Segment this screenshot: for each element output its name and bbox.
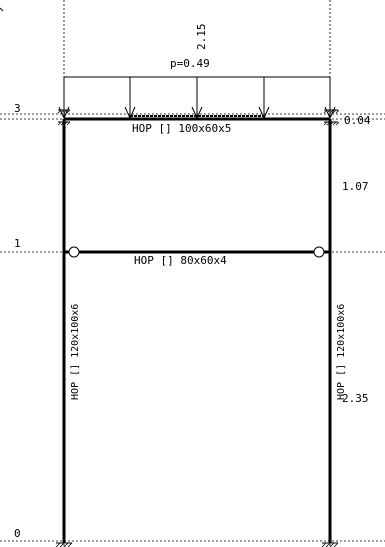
mid-beam-label: HOP [] 80x60x4 [134, 254, 227, 267]
dim-top-small: 0.04 [344, 114, 371, 127]
level-label-bottom: 0 [14, 527, 21, 540]
left-hinge [68, 246, 80, 258]
top-right-support [323, 109, 340, 126]
top-beam-label: HOP [] 100x60x5 [132, 122, 231, 135]
dim-upper: 1.07 [342, 180, 369, 193]
right-hinge [313, 246, 325, 258]
left-column-label: HOP [] 120x100x6 [70, 304, 81, 400]
load-label: p=0.49 [170, 57, 210, 70]
bottom-right-support [321, 542, 339, 547]
top-left-support [57, 109, 71, 126]
corner-tick [0, 7, 4, 12]
bottom-left-support [55, 542, 73, 547]
span-dimension: 2.15 [195, 24, 208, 51]
level-label-middle: 1 [14, 237, 21, 250]
dim-lower: 2.35 [342, 392, 369, 405]
right-column-label: HOP [] 120x100x6 [336, 304, 347, 400]
level-label-top: 3 [14, 102, 21, 115]
distributed-load [58, 76, 336, 120]
